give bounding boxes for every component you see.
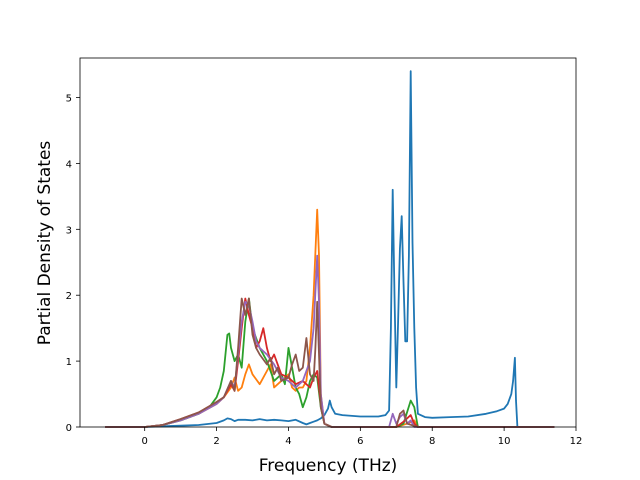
x-tick-label: 12 (570, 436, 583, 447)
x-tick-label: 4 (285, 436, 291, 447)
y-tick-label: 4 (66, 159, 72, 170)
x-tick-label: 6 (357, 436, 363, 447)
x-tick-label: 8 (429, 436, 435, 447)
x-axis-ticks: 0 2 4 6 8 10 12 (142, 427, 583, 447)
y-tick-label: 0 (66, 423, 72, 434)
x-tick-label: 2 (213, 436, 219, 447)
x-tick-label: 0 (142, 436, 148, 447)
y-tick-label: 1 (66, 357, 72, 368)
series-line-6 (105, 297, 555, 428)
y-axis-ticks: 0 1 2 3 4 5 (66, 94, 80, 434)
series-line-1 (105, 70, 555, 428)
x-axis-label: Frequency (THz) (259, 456, 398, 476)
series-layer (105, 70, 555, 428)
y-tick-label: 5 (66, 94, 72, 105)
y-axis-label: Partial Density of States (35, 141, 55, 346)
y-tick-label: 2 (66, 291, 72, 302)
plot-frame (79, 57, 577, 428)
y-tick-label: 3 (66, 225, 72, 236)
x-tick-label: 10 (498, 436, 511, 447)
